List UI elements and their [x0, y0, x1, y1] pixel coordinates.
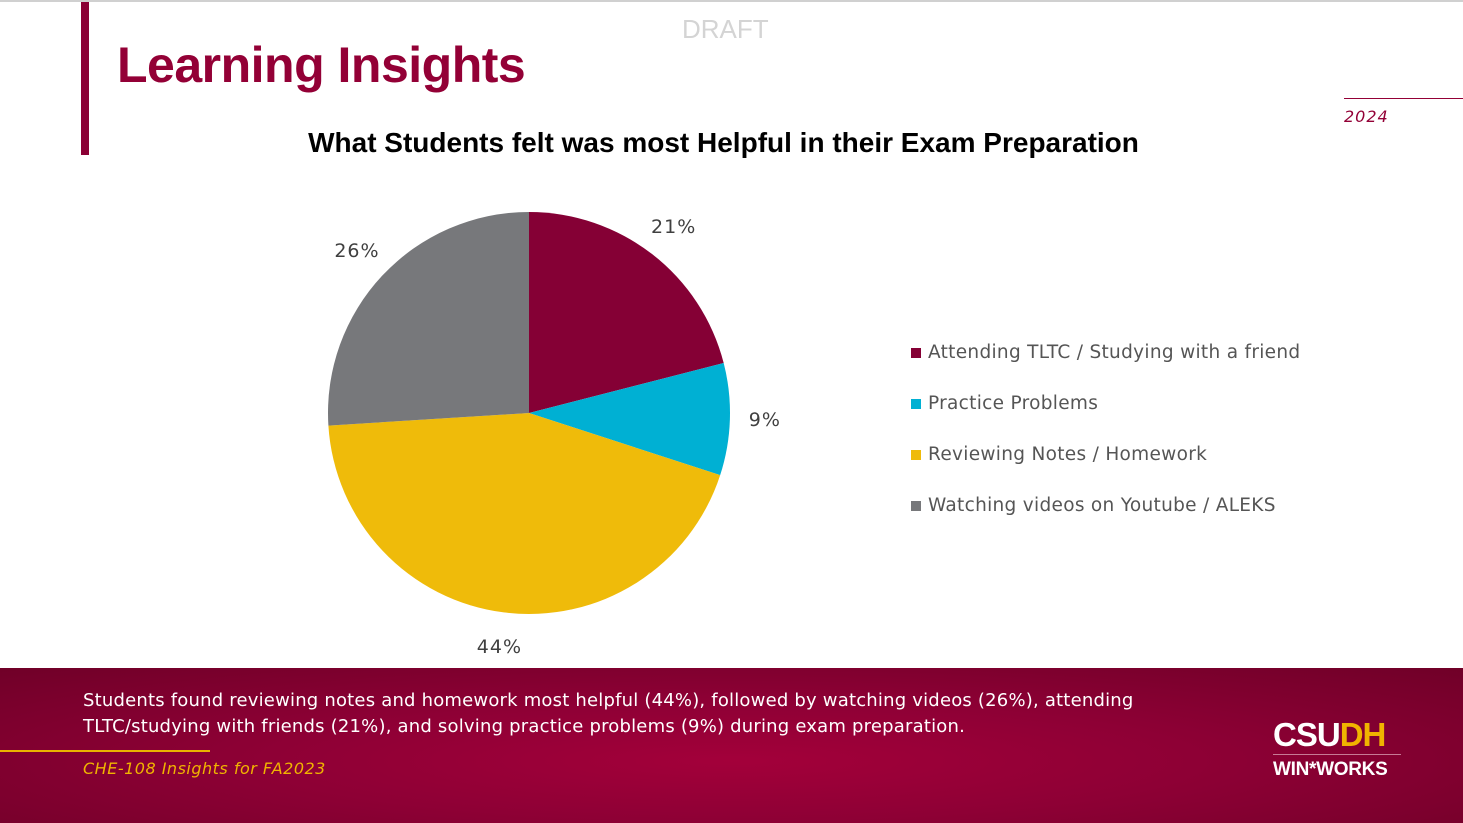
pie-slice: [328, 413, 721, 614]
legend-swatch: [911, 500, 921, 511]
legend-swatch: [911, 347, 921, 358]
slide-title: Learning Insights: [117, 37, 526, 93]
legend-swatch: [911, 449, 921, 460]
logo-divider: [1273, 754, 1401, 755]
csudh-logo: CSUDH WIN*WORKS: [1273, 718, 1403, 781]
slice-data-label: 9%: [748, 409, 781, 432]
accent-bar: [81, 2, 89, 155]
footer-band: [0, 668, 1463, 823]
legend-label: Watching videos on Youtube / ALEKS: [928, 495, 1276, 516]
top-border: [0, 0, 1463, 2]
draft-watermark: DRAFT: [682, 14, 769, 44]
year-label: 2024: [1344, 107, 1389, 126]
slice-data-label: 44%: [476, 636, 523, 659]
source-note: CHE-108 Insights for FA2023: [83, 759, 326, 778]
summary-text: Students found reviewing notes and homew…: [83, 690, 1134, 737]
source-divider: [0, 750, 210, 752]
pie-slice: [529, 212, 724, 413]
logo-dh: DH: [1339, 716, 1387, 753]
legend-item: Attending TLTC / Studying with a friend: [911, 327, 1300, 378]
legend-label: Reviewing Notes / Homework: [928, 444, 1208, 465]
legend-swatch: [911, 398, 921, 409]
logo-csu: CSU: [1273, 716, 1341, 753]
logo-winworks: WIN*WORKS: [1273, 759, 1388, 780]
year-divider: [1344, 98, 1463, 99]
legend-item: Reviewing Notes / Homework: [911, 429, 1300, 480]
legend-label: Practice Problems: [928, 393, 1099, 414]
chart-legend: Attending TLTC / Studying with a friend P…: [911, 327, 1300, 531]
legend-label: Attending TLTC / Studying with a friend: [928, 342, 1301, 363]
slice-data-label: 21%: [651, 215, 697, 238]
chart-title: What Students felt was most Helpful in t…: [308, 127, 1139, 158]
pie-slice: [328, 212, 529, 426]
pie-slice: [529, 363, 730, 476]
slice-data-label: 26%: [334, 240, 380, 263]
legend-item: Practice Problems: [911, 378, 1300, 429]
legend-item: Watching videos on Youtube / ALEKS: [911, 480, 1300, 531]
